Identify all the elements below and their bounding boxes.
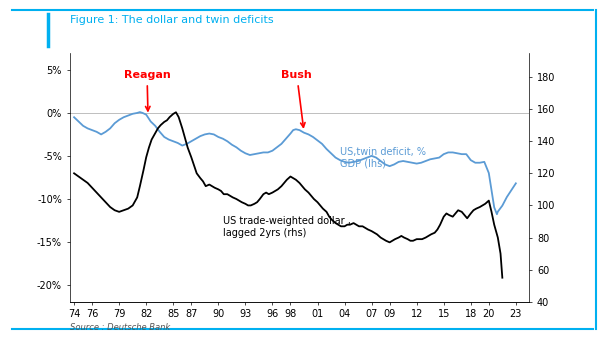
- Text: Bush: Bush: [281, 70, 312, 127]
- Text: Figure 1: The dollar and twin deficits: Figure 1: The dollar and twin deficits: [70, 15, 273, 25]
- Text: US trade-weighted dollar ,
lagged 2yrs (rhs): US trade-weighted dollar , lagged 2yrs (…: [223, 216, 351, 238]
- Text: US,twin deficit, %
GDP (lhs): US,twin deficit, % GDP (lhs): [340, 147, 426, 169]
- Text: Source : Deutsche Bank: Source : Deutsche Bank: [70, 324, 170, 332]
- Text: Reagan: Reagan: [123, 70, 171, 111]
